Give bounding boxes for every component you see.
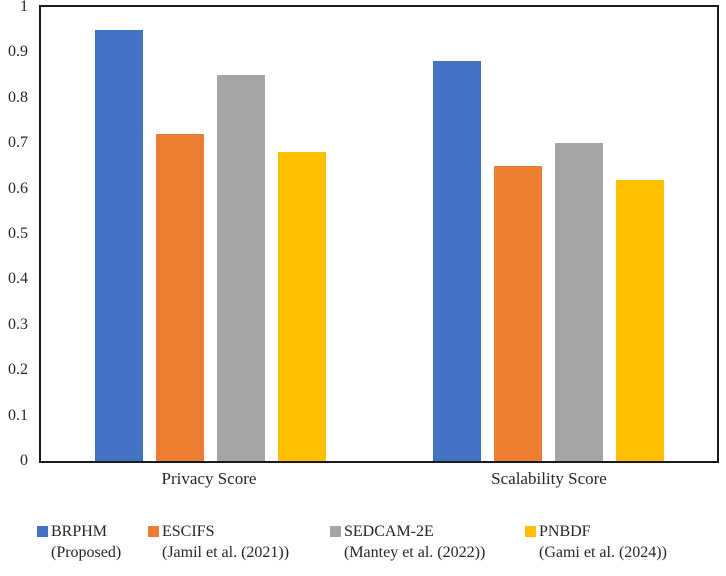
y-tick-label-0-5: 0.5: [8, 225, 28, 242]
legend-series-citation: (Mantey et al. (2022)): [344, 544, 486, 561]
legend-series-name: PNBDF: [539, 523, 591, 540]
legend-text-sedcam-2e: SEDCAM-2E (Mantey et al. (2022)): [344, 521, 485, 563]
chart-legend: BRPHM (Proposed) ESCIFS (Jamil et al. (2021…: [0, 521, 726, 571]
x-category-label-privacy-score: Privacy Score: [161, 469, 257, 488]
legend-series-citation: (Proposed): [51, 544, 122, 561]
y-tick-label-0-8: 0.8: [8, 88, 28, 106]
legend-text-brphm: BRPHM (Proposed): [51, 521, 121, 563]
bar-group-privacy-score: [41, 7, 379, 461]
y-tick-label-0-7: 0.7: [8, 134, 28, 152]
bar-pnbdf-privacy-score: [277, 152, 326, 461]
y-tick-label-0-4: 0.4: [8, 270, 28, 288]
bar-pnbdf-scalability-score: [615, 179, 664, 461]
legend-series-name: BRPHM: [51, 523, 108, 540]
legend-text-escifs: ESCIFS (Jamil et al. (2021)): [162, 521, 289, 563]
legend-item-escifs: ESCIFS (Jamil et al. (2021)): [148, 521, 289, 563]
x-axis-category-labels: Privacy Score Scalability Score: [39, 468, 719, 490]
bar-brphm-scalability-score: [432, 61, 481, 461]
y-tick-label-1: 1: [20, 0, 28, 15]
y-axis: 0 0.1 0.2 0.3 0.4 0.5 0.6 0.7 0.8 0.9 1: [0, 0, 32, 469]
legend-swatch-sedcam-2e: [330, 526, 341, 537]
legend-item-sedcam-2e: SEDCAM-2E (Mantey et al. (2022)): [330, 521, 485, 563]
y-tick-label-0-2: 0.2: [8, 361, 28, 379]
bar-group-scalability-score: [379, 7, 717, 461]
bar-escifs-privacy-score: [155, 134, 204, 461]
y-tick-label-0-6: 0.6: [8, 179, 28, 197]
bar-escifs-scalability-score: [493, 165, 542, 461]
plot-area: [39, 5, 719, 463]
y-tick-label-0-9: 0.9: [8, 43, 28, 61]
x-category-label-scalability-score: Scalability Score: [491, 469, 607, 488]
y-tick-label-0-1: 0.1: [8, 406, 28, 424]
bar-brphm-privacy-score: [94, 29, 143, 461]
legend-text-pnbdf: PNBDF (Gami et al. (2024)): [539, 521, 667, 563]
legend-series-name: SEDCAM-2E: [344, 523, 434, 540]
y-tick-label-0-3: 0.3: [8, 315, 28, 333]
legend-swatch-brphm: [37, 526, 48, 537]
legend-series-name: ESCIFS: [162, 523, 215, 540]
bar-sedcam-2e-privacy-score: [216, 75, 265, 461]
legend-swatch-escifs: [148, 526, 159, 537]
legend-item-pnbdf: PNBDF (Gami et al. (2024)): [525, 521, 667, 563]
legend-item-brphm: BRPHM (Proposed): [37, 521, 121, 563]
legend-series-citation: (Gami et al. (2024)): [539, 544, 667, 561]
legend-swatch-pnbdf: [525, 526, 536, 537]
bar-sedcam-2e-scalability-score: [554, 143, 603, 461]
legend-series-citation: (Jamil et al. (2021)): [162, 544, 290, 561]
y-tick-label-0: 0: [20, 452, 28, 469]
